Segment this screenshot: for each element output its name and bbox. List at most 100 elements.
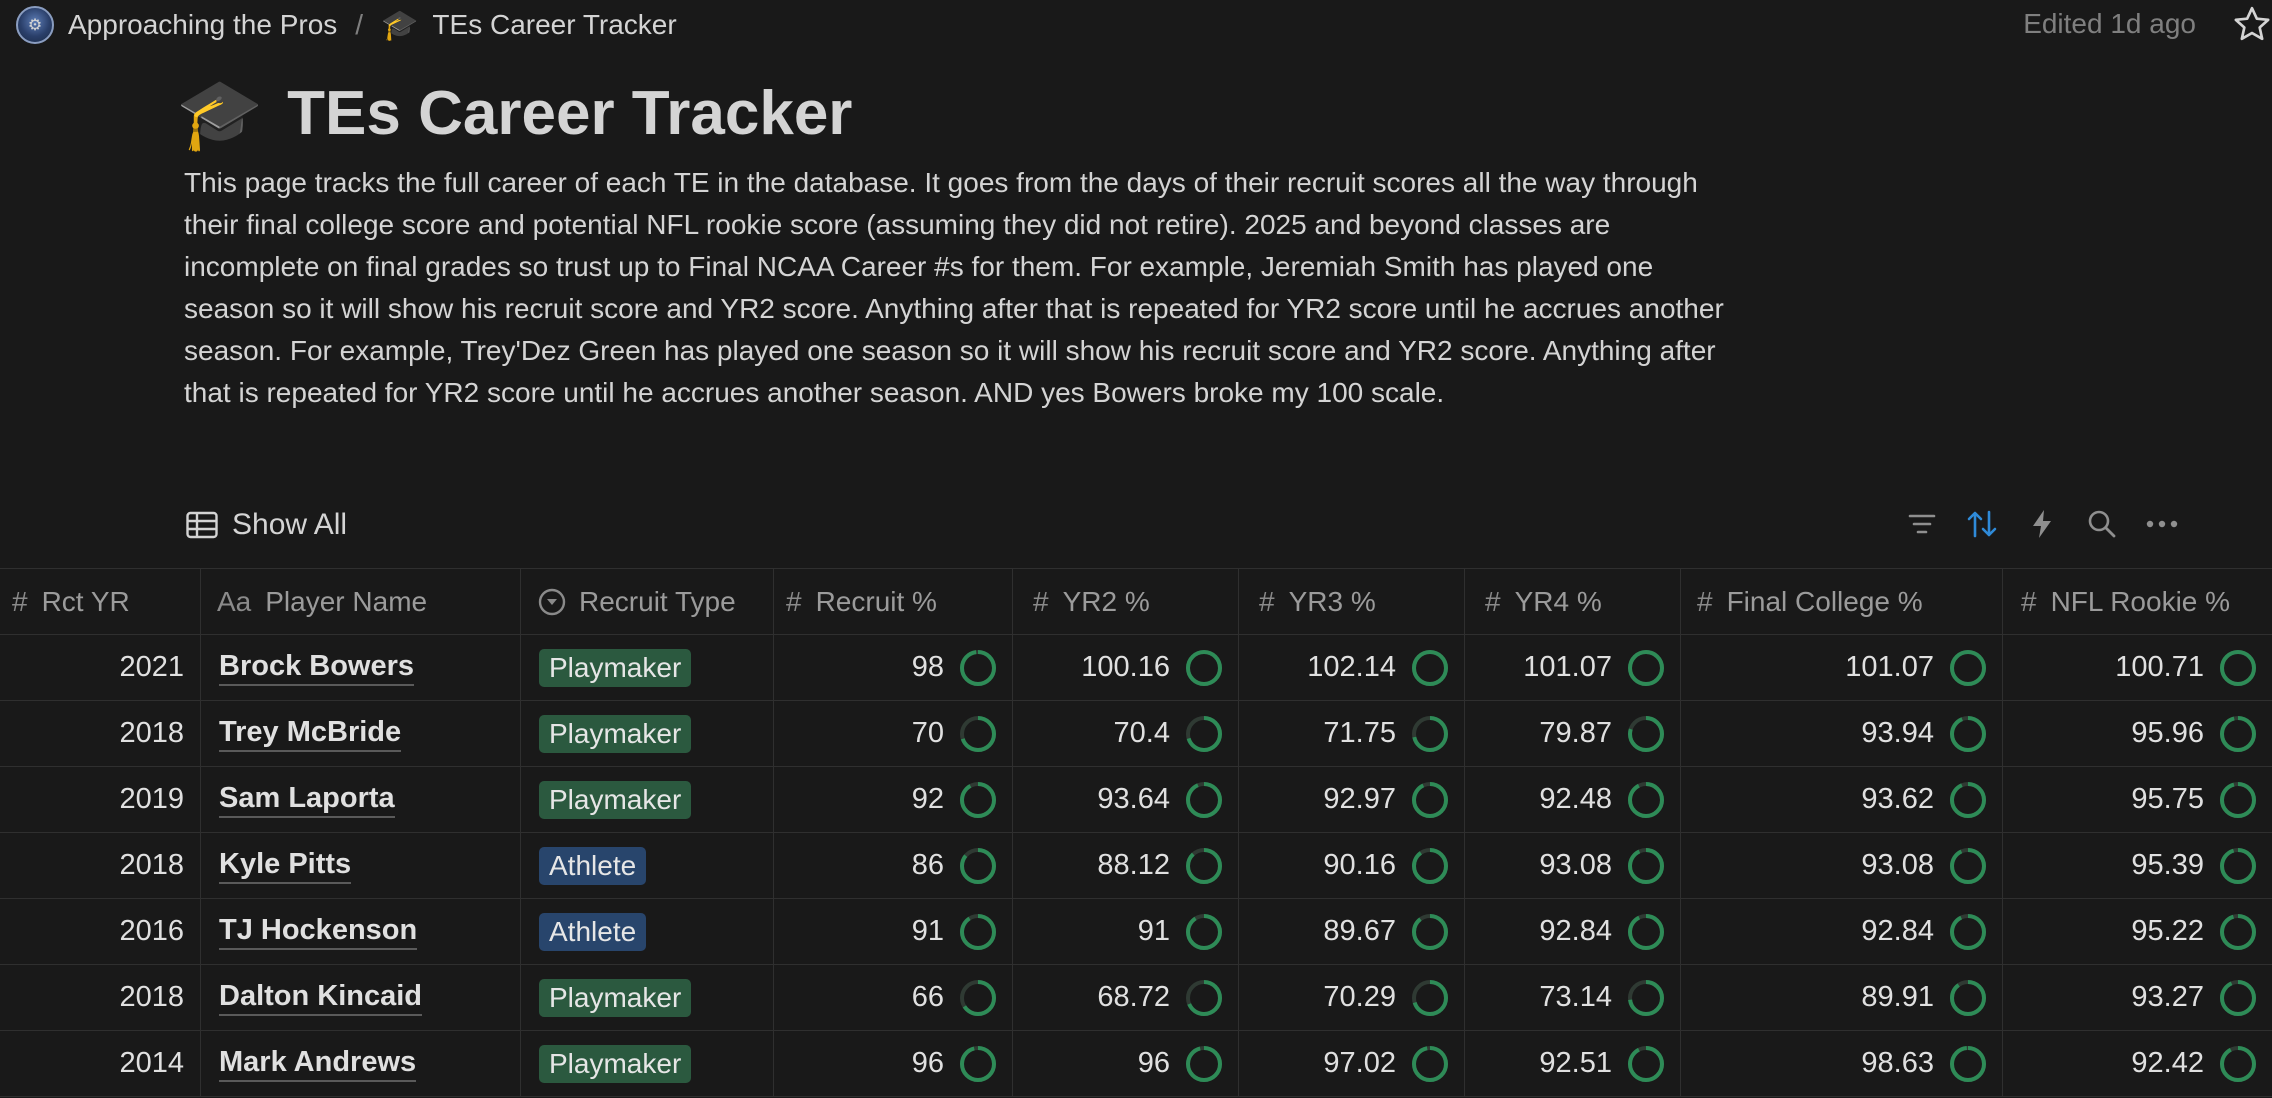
nfl-rookie-pct-cell[interactable]: 92.42 — [2003, 1031, 2272, 1096]
progress-ring-icon — [1950, 649, 1986, 686]
yr3-pct-cell[interactable]: 89.67 — [1239, 899, 1465, 964]
rct-yr-cell[interactable]: 2021 — [0, 635, 201, 700]
search-icon[interactable] — [2086, 508, 2118, 540]
breadcrumb-workspace[interactable]: Approaching the Pros — [68, 9, 338, 40]
recruit-pct-cell[interactable]: 96 — [774, 1031, 1013, 1096]
view-tab[interactable]: Show All — [186, 508, 347, 542]
yr3-pct-cell[interactable]: 102.14 — [1239, 635, 1465, 700]
yr2-pct-cell[interactable]: 93.64 — [1013, 767, 1239, 832]
recruit-pct-cell[interactable]: 91 — [774, 899, 1013, 964]
column-header-yr4-pct[interactable]: # YR4 % — [1465, 569, 1681, 634]
player-name-link[interactable]: Dalton Kincaid — [219, 980, 423, 1016]
more-options-icon[interactable] — [2146, 508, 2178, 540]
player-name-link[interactable]: Sam Laporta — [219, 782, 395, 818]
recruit-pct-cell[interactable]: 66 — [774, 965, 1013, 1030]
player-name-cell[interactable]: Mark Andrews — [201, 1031, 521, 1096]
favorite-star-icon[interactable] — [2232, 2, 2272, 46]
final-college-pct-cell[interactable]: 93.62 — [1681, 767, 2003, 832]
rct-yr-cell[interactable]: 2018 — [0, 965, 201, 1030]
yr3-pct-cell[interactable]: 71.75 — [1239, 701, 1465, 766]
nfl-rookie-pct-cell[interactable]: 93.27 — [2003, 965, 2272, 1030]
player-name-link[interactable]: TJ Hockenson — [219, 914, 418, 950]
column-header-player-name[interactable]: Aa Player Name — [201, 569, 521, 634]
yr4-pct-cell[interactable]: 92.84 — [1465, 899, 1681, 964]
yr2-pct-cell[interactable]: 68.72 — [1013, 965, 1239, 1030]
table-row[interactable]: 2019 Sam Laporta Playmaker 92 93.64 92.97 92.4… — [0, 767, 2272, 833]
filter-icon[interactable] — [1906, 508, 1938, 540]
yr2-pct-cell[interactable]: 91 — [1013, 899, 1239, 964]
yr4-pct-cell[interactable]: 92.48 — [1465, 767, 1681, 832]
table-row[interactable]: 2018 Kyle Pitts Athlete 86 88.12 90.16 93.08 93… — [0, 833, 2272, 899]
yr4-pct-cell[interactable]: 73.14 — [1465, 965, 1681, 1030]
column-header-yr2-pct[interactable]: # YR2 % — [1013, 569, 1239, 634]
nfl-rookie-pct-cell[interactable]: 95.96 — [2003, 701, 2272, 766]
column-header-recruit-pct[interactable]: # Recruit % — [774, 569, 1013, 634]
table-row[interactable]: 2018 Trey McBride Playmaker 70 70.4 71.75 79.8… — [0, 701, 2272, 767]
yr3-pct-cell[interactable]: 90.16 — [1239, 833, 1465, 898]
nfl-rookie-pct-cell[interactable]: 100.71 — [2003, 635, 2272, 700]
recruit-type-cell[interactable]: Playmaker — [521, 965, 774, 1030]
recruit-pct-cell[interactable]: 98 — [774, 635, 1013, 700]
recruit-type-cell[interactable]: Playmaker — [521, 767, 774, 832]
recruit-type-cell[interactable]: Athlete — [521, 833, 774, 898]
yr3-pct-cell[interactable]: 97.02 — [1239, 1031, 1465, 1096]
nfl-rookie-pct-cell[interactable]: 95.39 — [2003, 833, 2272, 898]
rct-yr-cell[interactable]: 2016 — [0, 899, 201, 964]
column-header-yr3-pct[interactable]: # YR3 % — [1239, 569, 1465, 634]
recruit-type-cell[interactable]: Playmaker — [521, 701, 774, 766]
breadcrumb-page[interactable]: TEs Career Tracker — [432, 9, 677, 40]
column-header-rct-yr[interactable]: # Rct YR — [0, 569, 201, 634]
page-title[interactable]: TEs Career Tracker — [287, 79, 853, 148]
workspace-logo-icon[interactable]: ⚙ — [16, 6, 54, 44]
yr2-pct-cell[interactable]: 70.4 — [1013, 701, 1239, 766]
rct-yr-cell[interactable]: 2019 — [0, 767, 201, 832]
table-row[interactable]: 2016 TJ Hockenson Athlete 91 91 89.67 92.84 92.… — [0, 899, 2272, 965]
player-name-cell[interactable]: Kyle Pitts — [201, 833, 521, 898]
column-header-final-college-pct[interactable]: # Final College % — [1681, 569, 2003, 634]
recruit-type-cell[interactable]: Athlete — [521, 899, 774, 964]
player-name-cell[interactable]: Dalton Kincaid — [201, 965, 521, 1030]
player-name-cell[interactable]: Brock Bowers — [201, 635, 521, 700]
player-name-link[interactable]: Brock Bowers — [219, 650, 415, 686]
yr3-pct-cell[interactable]: 92.97 — [1239, 767, 1465, 832]
table-row[interactable]: 2018 Dalton Kincaid Playmaker 66 68.72 70.29 7… — [0, 965, 2272, 1031]
rct-yr-cell[interactable]: 2018 — [0, 833, 201, 898]
final-college-pct-cell[interactable]: 98.63 — [1681, 1031, 2003, 1096]
yr4-pct-cell[interactable]: 92.51 — [1465, 1031, 1681, 1096]
player-name-link[interactable]: Trey McBride — [219, 716, 402, 752]
yr2-pct-cell[interactable]: 88.12 — [1013, 833, 1239, 898]
sort-icon[interactable] — [1966, 508, 1998, 540]
rct-yr-cell[interactable]: 2018 — [0, 701, 201, 766]
player-name-cell[interactable]: TJ Hockenson — [201, 899, 521, 964]
yr2-pct-cell[interactable]: 100.16 — [1013, 635, 1239, 700]
nfl-rookie-pct-cell[interactable]: 95.75 — [2003, 767, 2272, 832]
column-header-recruit-type[interactable]: Recruit Type — [521, 569, 774, 634]
final-college-pct-cell[interactable]: 89.91 — [1681, 965, 2003, 1030]
page-description[interactable]: This page tracks the full career of each… — [184, 167, 1724, 408]
yr4-pct-cell[interactable]: 101.07 — [1465, 635, 1681, 700]
player-name-link[interactable]: Kyle Pitts — [219, 848, 352, 884]
rct-yr-cell[interactable]: 2014 — [0, 1031, 201, 1096]
yr4-pct-cell[interactable]: 93.08 — [1465, 833, 1681, 898]
final-college-pct-cell[interactable]: 101.07 — [1681, 635, 2003, 700]
final-college-pct-cell[interactable]: 92.84 — [1681, 899, 2003, 964]
final-college-pct-cell[interactable]: 93.94 — [1681, 701, 2003, 766]
column-header-nfl-rookie-pct[interactable]: # NFL Rookie % — [2021, 585, 2231, 617]
yr4-pct-cell[interactable]: 79.87 — [1465, 701, 1681, 766]
table-row[interactable]: 2021 Brock Bowers Playmaker 98 100.16 102.14 1… — [0, 635, 2272, 701]
recruit-pct-cell[interactable]: 86 — [774, 833, 1013, 898]
yr2-pct-cell[interactable]: 96 — [1013, 1031, 1239, 1096]
nfl-rookie-pct-cell[interactable]: 95.22 — [2003, 899, 2272, 964]
page-icon[interactable]: 🎓 — [176, 74, 264, 153]
table-row[interactable]: 2014 Mark Andrews Playmaker 96 96 97.02 92.51 9… — [0, 1031, 2272, 1097]
recruit-type-cell[interactable]: Playmaker — [521, 635, 774, 700]
player-name-cell[interactable]: Sam Laporta — [201, 767, 521, 832]
yr3-pct-cell[interactable]: 70.29 — [1239, 965, 1465, 1030]
player-name-cell[interactable]: Trey McBride — [201, 701, 521, 766]
recruit-pct-cell[interactable]: 92 — [774, 767, 1013, 832]
final-college-pct-cell[interactable]: 93.08 — [1681, 833, 2003, 898]
automation-lightning-icon[interactable] — [2026, 508, 2058, 540]
recruit-pct-cell[interactable]: 70 — [774, 701, 1013, 766]
recruit-type-cell[interactable]: Playmaker — [521, 1031, 774, 1096]
player-name-link[interactable]: Mark Andrews — [219, 1046, 417, 1082]
